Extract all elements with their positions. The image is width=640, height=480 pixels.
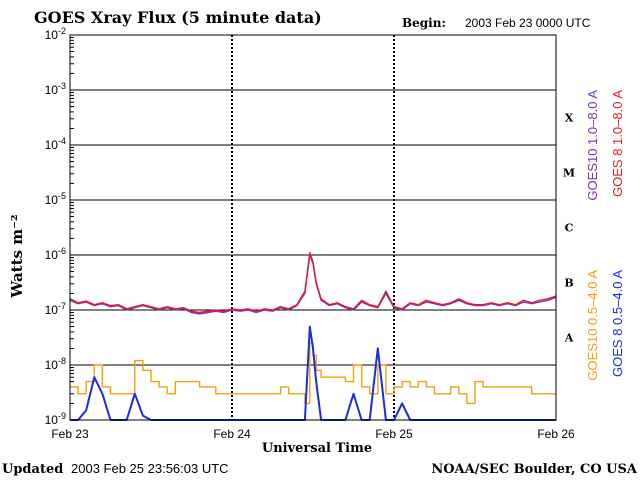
y-tick-label: 10-3 <box>45 81 66 97</box>
series-line <box>70 325 556 421</box>
begin-label: Begin: <box>402 16 446 30</box>
plot-frame <box>69 34 557 421</box>
legend-entry: GOES10 1.0–8.0 A <box>585 90 600 201</box>
x-tick-labels: Feb 23 Feb 24 Feb 25 Feb 26 <box>51 427 575 441</box>
series-line <box>70 342 556 405</box>
credit-text: NOAA/SEC Boulder, CO USA <box>431 462 638 477</box>
chart-title: GOES Xray Flux (5 minute data) <box>34 8 322 27</box>
series-lines <box>69 252 557 421</box>
flare-class-labels: X M C B A <box>563 112 575 345</box>
y-tick-label: 10-7 <box>45 301 66 317</box>
series-line <box>69 252 557 314</box>
grid-lines <box>70 34 556 421</box>
y-tick-label: 10-9 <box>45 411 66 427</box>
y-tick-label: 10-2 <box>45 26 66 42</box>
legend: GOES10 1.0–8.0 A GOES 8 1.0–8.0 A GOES10 0… <box>585 90 625 381</box>
flare-class-label: M <box>563 167 575 180</box>
legend-entry: GOES 8 0.5–4.0 A <box>610 270 625 377</box>
legend-entry: GOES 8 1.0–8.0 A <box>610 90 625 197</box>
flare-class-label: C <box>565 222 574 235</box>
y-tick-labels: 10-2 10-3 10-4 10-5 10-6 10-7 10-8 10-9 <box>45 26 66 427</box>
begin-value: 2003 Feb 23 0000 UTC <box>465 16 591 30</box>
legend-entry: GOES10 0.5–4.0 A <box>585 270 600 381</box>
flare-class-label: X <box>565 112 574 125</box>
y-axis-label: Watts m⁻² <box>8 214 26 298</box>
x-tick-label: Feb 26 <box>537 427 575 441</box>
updated-label: Updated <box>2 462 63 477</box>
updated-value: 2003 Feb 25 23:56:03 UTC <box>71 461 229 476</box>
y-tick-label: 10-4 <box>45 136 66 152</box>
x-tick-label: Feb 25 <box>375 427 413 441</box>
y-tick-label: 10-5 <box>45 191 66 207</box>
x-tick-label: Feb 24 <box>213 427 251 441</box>
y-tick-label: 10-6 <box>45 246 66 262</box>
x-axis-label: Universal Time <box>262 441 372 456</box>
flare-class-label: B <box>564 277 573 290</box>
x-tick-label: Feb 23 <box>51 427 89 441</box>
flare-class-label: A <box>564 332 574 345</box>
y-tick-label: 10-8 <box>45 356 66 372</box>
